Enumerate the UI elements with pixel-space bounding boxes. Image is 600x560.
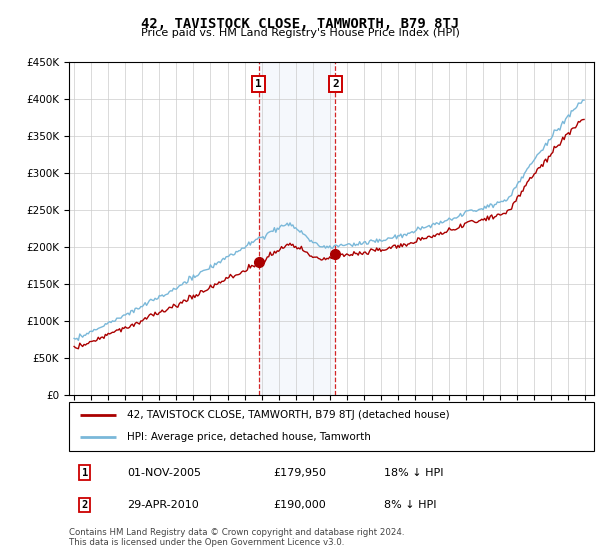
Text: 18% ↓ HPI: 18% ↓ HPI: [384, 468, 443, 478]
Text: 2: 2: [82, 500, 88, 510]
Text: 42, TAVISTOCK CLOSE, TAMWORTH, B79 8TJ (detached house): 42, TAVISTOCK CLOSE, TAMWORTH, B79 8TJ (…: [127, 410, 449, 420]
Text: Price paid vs. HM Land Registry's House Price Index (HPI): Price paid vs. HM Land Registry's House …: [140, 28, 460, 38]
Text: 8% ↓ HPI: 8% ↓ HPI: [384, 500, 437, 510]
Text: 29-APR-2010: 29-APR-2010: [127, 500, 199, 510]
Text: £179,950: £179,950: [274, 468, 327, 478]
Text: 1: 1: [82, 468, 88, 478]
Bar: [259, 62, 335, 395]
Text: 2: 2: [332, 79, 339, 89]
Text: £190,000: £190,000: [274, 500, 326, 510]
Text: 1: 1: [256, 79, 262, 89]
Text: 01-NOV-2005: 01-NOV-2005: [127, 468, 201, 478]
Text: HPI: Average price, detached house, Tamworth: HPI: Average price, detached house, Tamw…: [127, 432, 371, 442]
Text: Contains HM Land Registry data © Crown copyright and database right 2024.
This d: Contains HM Land Registry data © Crown c…: [69, 528, 404, 547]
Text: 42, TAVISTOCK CLOSE, TAMWORTH, B79 8TJ: 42, TAVISTOCK CLOSE, TAMWORTH, B79 8TJ: [141, 17, 459, 31]
